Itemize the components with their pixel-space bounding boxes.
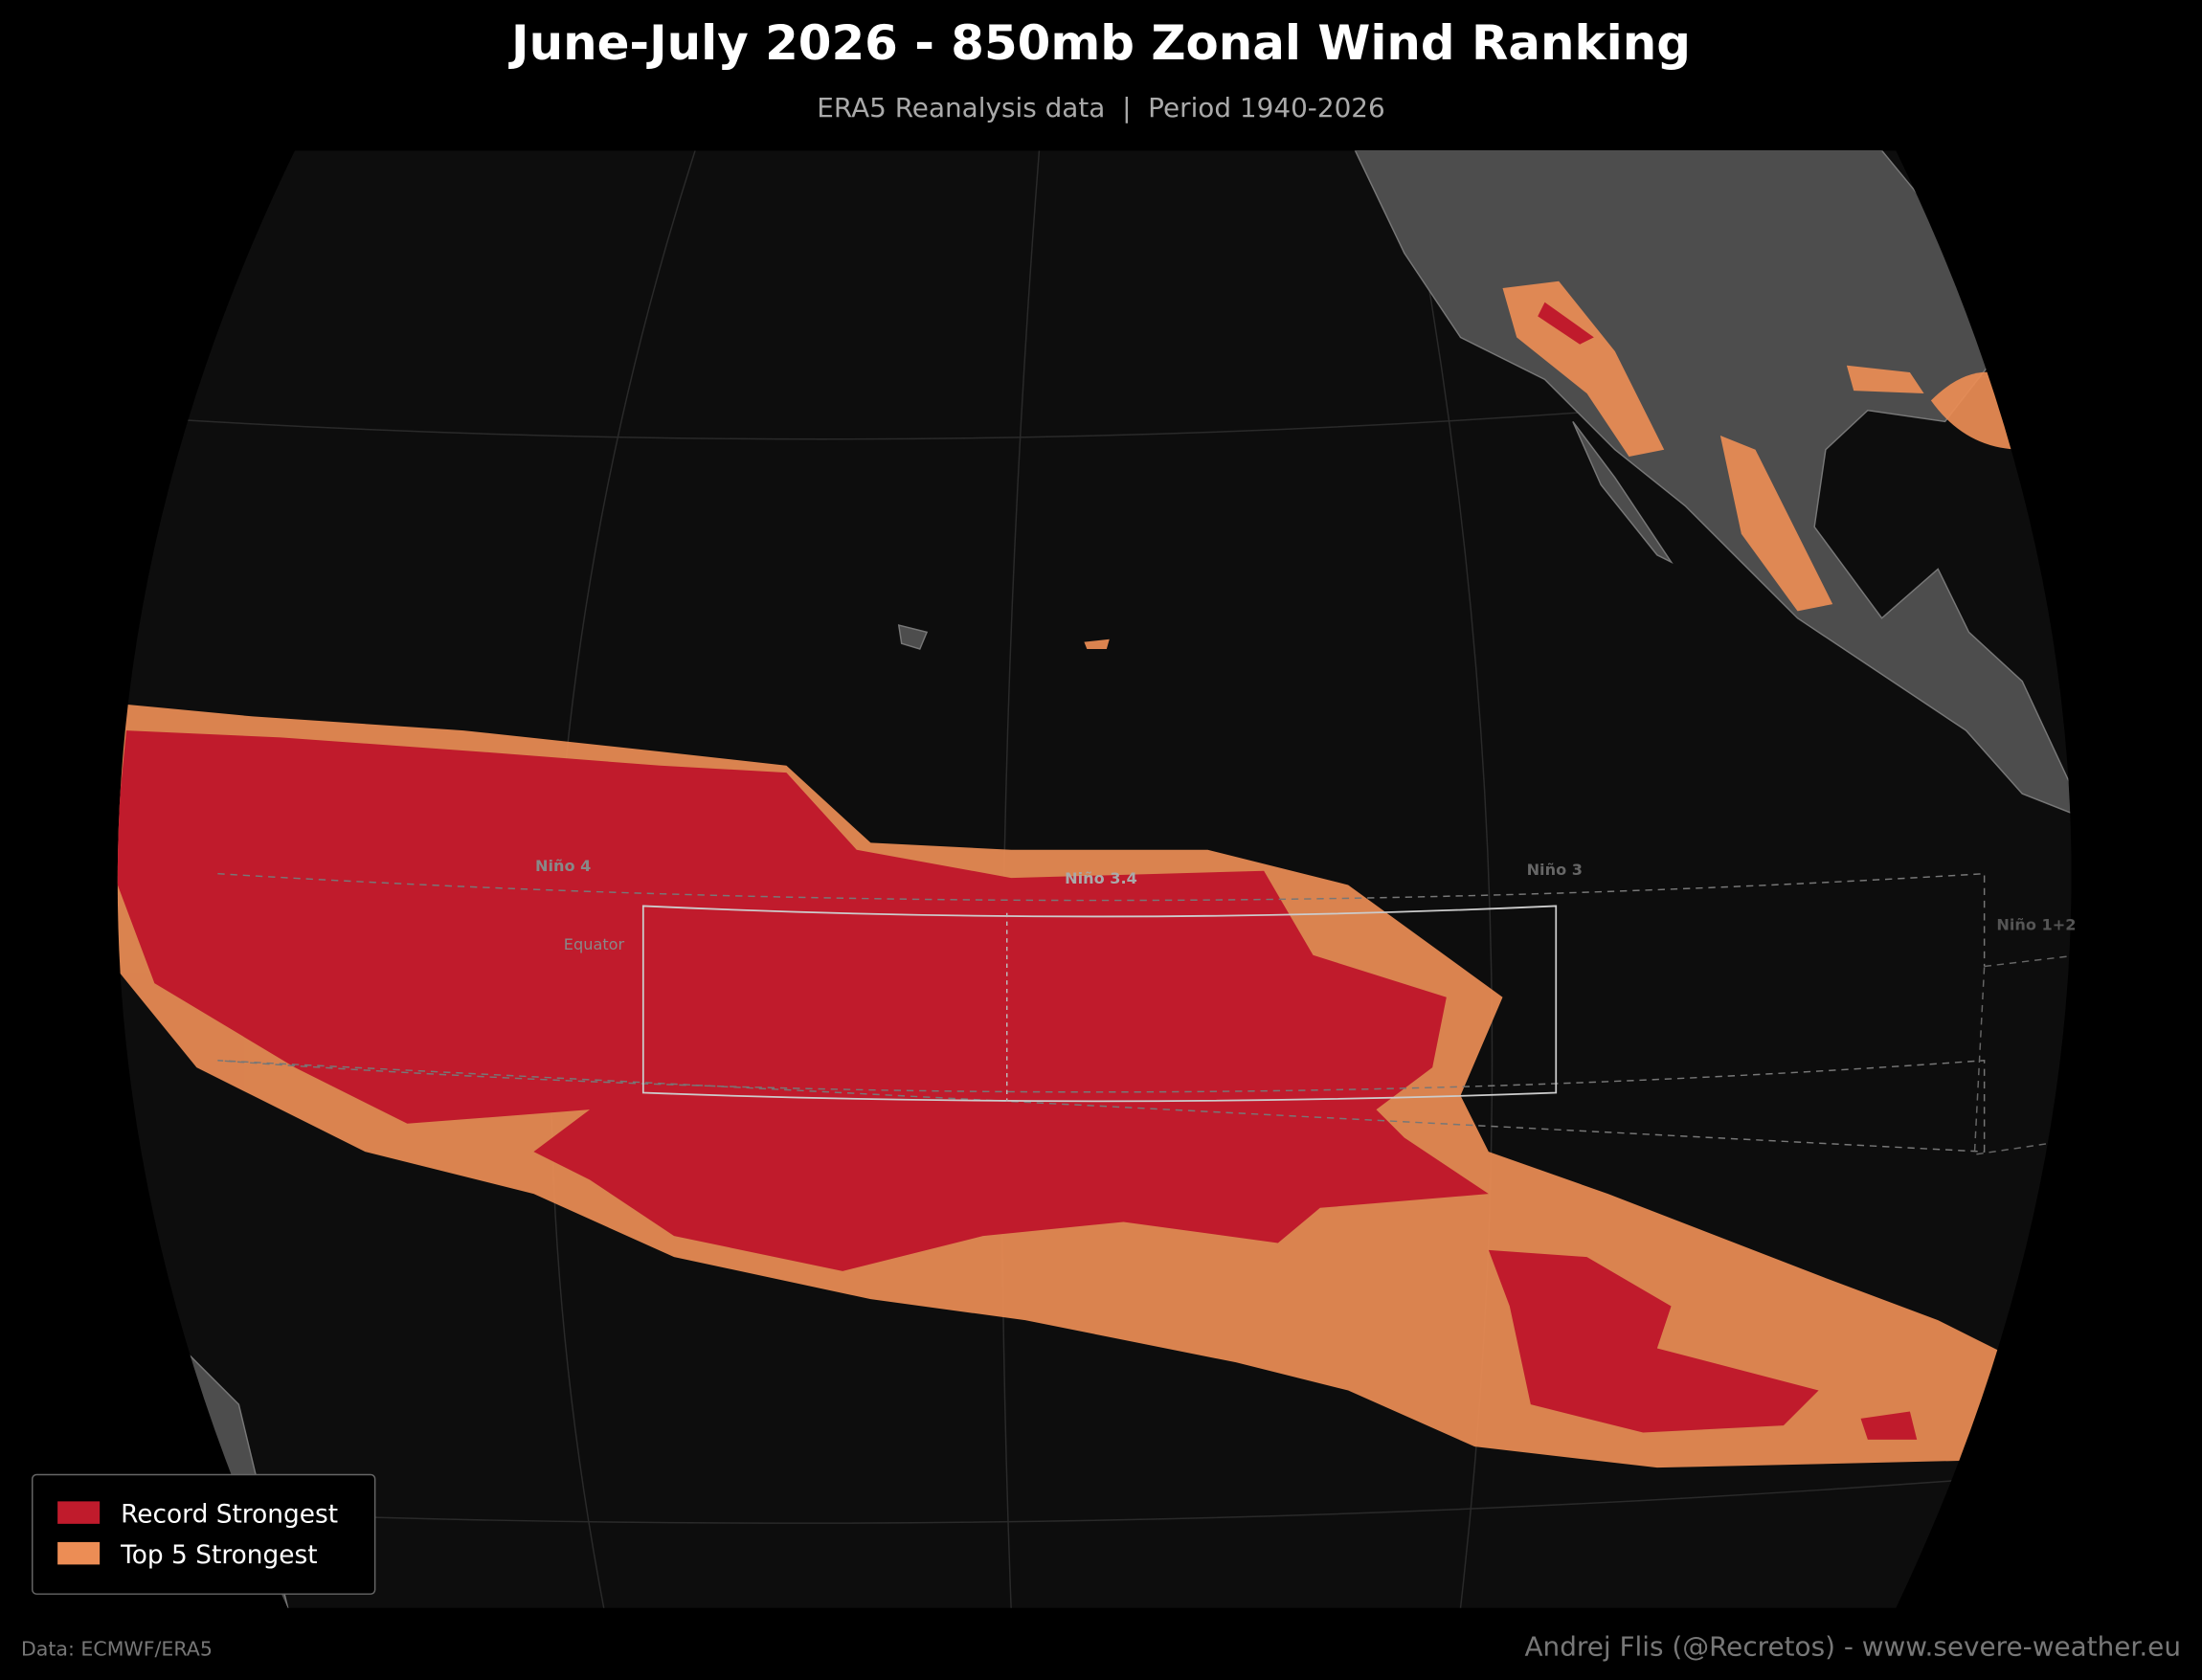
legend-label: Top 5 Strongest [120, 1540, 317, 1570]
subtitle: ERA5 Reanalysis data | Period 1940-2026 [817, 92, 1385, 123]
legend-swatch [57, 1541, 101, 1565]
credit: Andrej Flis (@Recretos) - www.severe-wea… [1525, 1631, 2181, 1663]
region-label: Niño 3.4 [1065, 869, 1137, 887]
legend-swatch [57, 1501, 101, 1524]
equator-label: Equator [564, 935, 625, 953]
globe [117, 150, 2072, 1608]
legend-label: Record Strongest [121, 1499, 338, 1529]
region-label: Niño 4 [535, 857, 591, 875]
source: Data: ECMWF/ERA5 [21, 1638, 213, 1661]
region-label: Niño 1+2 [1996, 915, 2076, 933]
legend: Record Strongest Top 5 Strongest [32, 1473, 376, 1595]
title: June-July 2026 - 850mb Zonal Wind Rankin… [508, 15, 1691, 71]
region-label: Niño 3 [1527, 861, 1583, 879]
legend-box [32, 1473, 376, 1595]
